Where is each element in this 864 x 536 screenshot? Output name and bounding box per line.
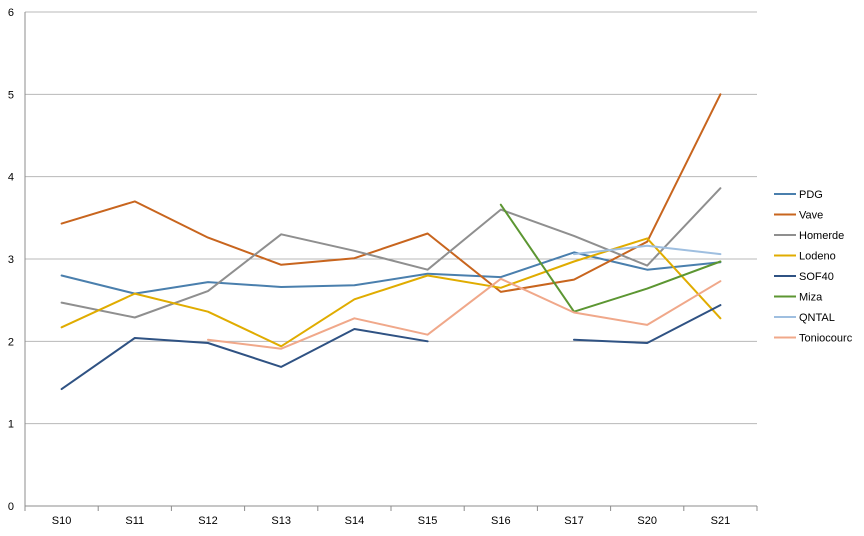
series-line-sof40 xyxy=(60,328,429,391)
x-tick-label: S21 xyxy=(711,515,731,527)
x-tick-label: S10 xyxy=(52,515,72,527)
legend: PDG Vave Homerde Lodeno SOF40 Miza QNTAL Tonioc… xyxy=(774,189,853,345)
series-line-vave xyxy=(60,93,722,293)
legend-item-lodeno: Lodeno xyxy=(774,251,836,263)
legend-label: QNTAL xyxy=(799,312,835,324)
y-tick-label: 3 xyxy=(8,254,14,266)
legend-item-miza: Miza xyxy=(774,292,823,304)
legend-label: Lodeno xyxy=(799,251,836,263)
series-line-toniocourc xyxy=(207,277,722,350)
x-tick-label: S17 xyxy=(564,515,584,527)
x-tick-label: S14 xyxy=(345,515,365,527)
legend-label: Homerde xyxy=(799,230,844,242)
legend-item-pdg: PDG xyxy=(774,189,823,201)
series-miza xyxy=(499,203,722,313)
x-tick-label: S13 xyxy=(271,515,291,527)
series-line-miza xyxy=(499,203,722,313)
legend-label: Toniocourc xyxy=(799,333,853,345)
series-line-sof40 xyxy=(573,304,722,344)
series-toniocourc xyxy=(207,277,722,350)
legend-item-sof40: SOF40 xyxy=(774,271,834,283)
legend-label: Miza xyxy=(799,292,823,304)
series-line-qntal xyxy=(573,244,722,256)
x-tick-label: S16 xyxy=(491,515,511,527)
y-tick-label: 5 xyxy=(8,89,14,101)
x-tick-label: S11 xyxy=(125,515,144,527)
y-tick-label: 0 xyxy=(8,501,14,513)
legend-item-qntal: QNTAL xyxy=(774,312,835,324)
legend-label: Vave xyxy=(799,210,823,222)
x-tick-label: S20 xyxy=(637,515,657,527)
series-homerde xyxy=(60,187,722,319)
plot-area xyxy=(60,93,722,391)
series-qntal xyxy=(573,244,722,256)
series-sof40 xyxy=(60,304,722,391)
series-line-homerde xyxy=(60,187,722,319)
y-tick-label: 4 xyxy=(8,172,14,184)
x-tick-label: S15 xyxy=(418,515,438,527)
axes: 0 1 2 3 4 5 6 S10 S11 S12 S13 S14 S15 S16 S17 S20 S21 xyxy=(8,7,758,527)
y-tick-label: 1 xyxy=(8,419,14,431)
x-tick-label: S12 xyxy=(198,515,218,527)
legend-label: SOF40 xyxy=(799,271,834,283)
gridlines xyxy=(25,11,757,425)
legend-item-toniocourc: Toniocourc xyxy=(774,333,853,345)
legend-label: PDG xyxy=(799,189,823,201)
series-vave xyxy=(60,93,722,293)
y-tick-label: 2 xyxy=(8,336,14,348)
y-tick-label: 6 xyxy=(8,7,14,19)
legend-item-homerde: Homerde xyxy=(774,230,844,242)
legend-item-vave: Vave xyxy=(774,210,823,222)
